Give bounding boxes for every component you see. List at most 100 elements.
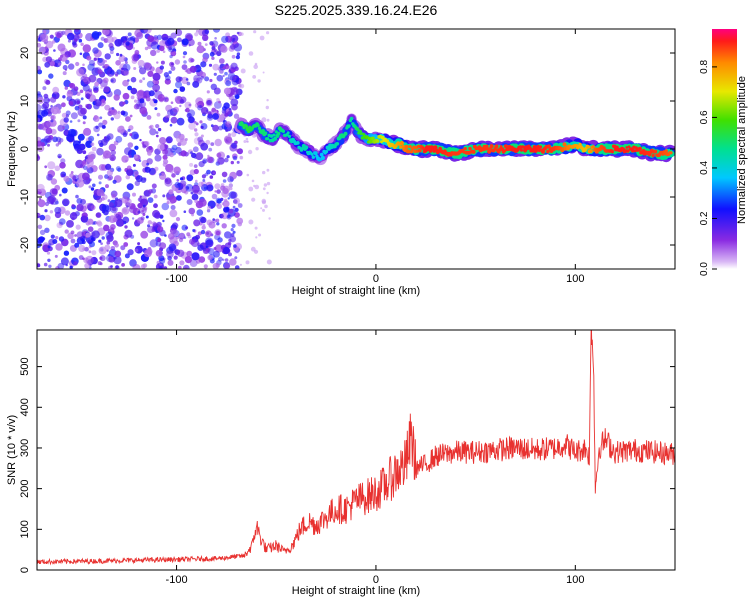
noise-point [164, 144, 169, 149]
noise-point [221, 223, 227, 229]
noise-point [266, 168, 270, 172]
noise-point [74, 38, 78, 42]
noise-point [132, 192, 136, 197]
noise-point [140, 230, 149, 239]
noise-point [61, 112, 67, 118]
noise-point [193, 219, 201, 227]
noise-point [191, 152, 197, 159]
noise-point [67, 32, 75, 41]
noise-point [79, 89, 84, 94]
noise-point [97, 58, 103, 63]
noise-point [117, 167, 122, 172]
noise-point [182, 55, 186, 59]
noise-point [50, 119, 54, 123]
noise-point [131, 217, 135, 220]
noise-point [86, 202, 95, 211]
noise-point [42, 242, 50, 250]
noise-point [131, 53, 140, 62]
noise-point [162, 194, 166, 198]
noise-point [227, 197, 230, 200]
noise-point [232, 37, 236, 41]
noise-point [96, 147, 104, 156]
noise-point [165, 75, 171, 81]
noise-point [195, 152, 204, 161]
y-tick-label: 400 [19, 398, 31, 416]
noise-point [98, 174, 103, 180]
noise-point [37, 183, 45, 192]
noise-point [200, 229, 206, 235]
noise-point [52, 239, 58, 244]
noise-point [125, 174, 131, 180]
noise-point [69, 265, 73, 269]
noise-point [70, 171, 74, 174]
noise-point [209, 41, 214, 46]
ridge-point [625, 146, 629, 149]
ridge-point [273, 136, 278, 141]
noise-point [140, 177, 147, 183]
noise-point [150, 49, 157, 57]
noise-point [44, 61, 51, 68]
noise-point [52, 86, 60, 94]
noise-point [73, 261, 78, 266]
noise-point [224, 64, 230, 70]
noise-point [126, 205, 129, 208]
noise-point [82, 247, 86, 251]
noise-point [190, 191, 194, 195]
noise-point [184, 101, 192, 109]
noise-point [263, 183, 268, 187]
noise-point [216, 98, 220, 102]
noise-point [187, 116, 195, 124]
noise-point [157, 94, 165, 102]
noise-point [174, 181, 181, 188]
noise-point [157, 127, 162, 132]
noise-point [37, 199, 46, 208]
noise-point [104, 59, 107, 63]
noise-point [48, 195, 56, 204]
noise-point [69, 120, 73, 123]
noise-point [228, 108, 232, 111]
noise-point [200, 142, 209, 151]
noise-point [175, 217, 181, 222]
noise-point [205, 248, 210, 253]
noise-point [212, 63, 220, 71]
noise-point [232, 205, 236, 209]
noise-point [159, 40, 167, 48]
noise-point [266, 118, 270, 122]
noise-point [102, 150, 112, 159]
noise-point [89, 241, 95, 248]
ridge-point [586, 145, 591, 149]
noise-point [50, 105, 53, 108]
noise-point [169, 209, 178, 218]
noise-point [141, 109, 148, 116]
noise-point [135, 101, 143, 110]
noise-point [188, 122, 196, 130]
spectrogram-x-ticks: -100 0 100 [166, 29, 584, 285]
noise-point [206, 114, 214, 121]
noise-point [184, 266, 188, 269]
noise-point [190, 151, 193, 154]
noise-point [101, 98, 106, 103]
noise-point [236, 170, 243, 177]
noise-point [114, 250, 122, 258]
noise-point [171, 173, 176, 178]
ridge-point [263, 131, 268, 135]
noise-point [125, 41, 130, 46]
noise-point [120, 245, 126, 251]
ridge-point [417, 148, 422, 153]
noise-point [47, 245, 51, 249]
noise-point [124, 229, 133, 238]
noise-point [50, 96, 57, 103]
noise-point [236, 160, 240, 164]
noise-point [214, 183, 221, 190]
noise-point [79, 143, 86, 151]
noise-point [46, 251, 51, 255]
noise-point [37, 96, 44, 104]
noise-point [231, 131, 237, 137]
noise-point [76, 100, 80, 105]
noise-point [169, 152, 175, 158]
noise-point [139, 138, 142, 142]
noise-point [228, 94, 234, 101]
snr-y-axis-label: SNR (10 * v/v) [6, 415, 18, 485]
noise-point [230, 228, 234, 232]
